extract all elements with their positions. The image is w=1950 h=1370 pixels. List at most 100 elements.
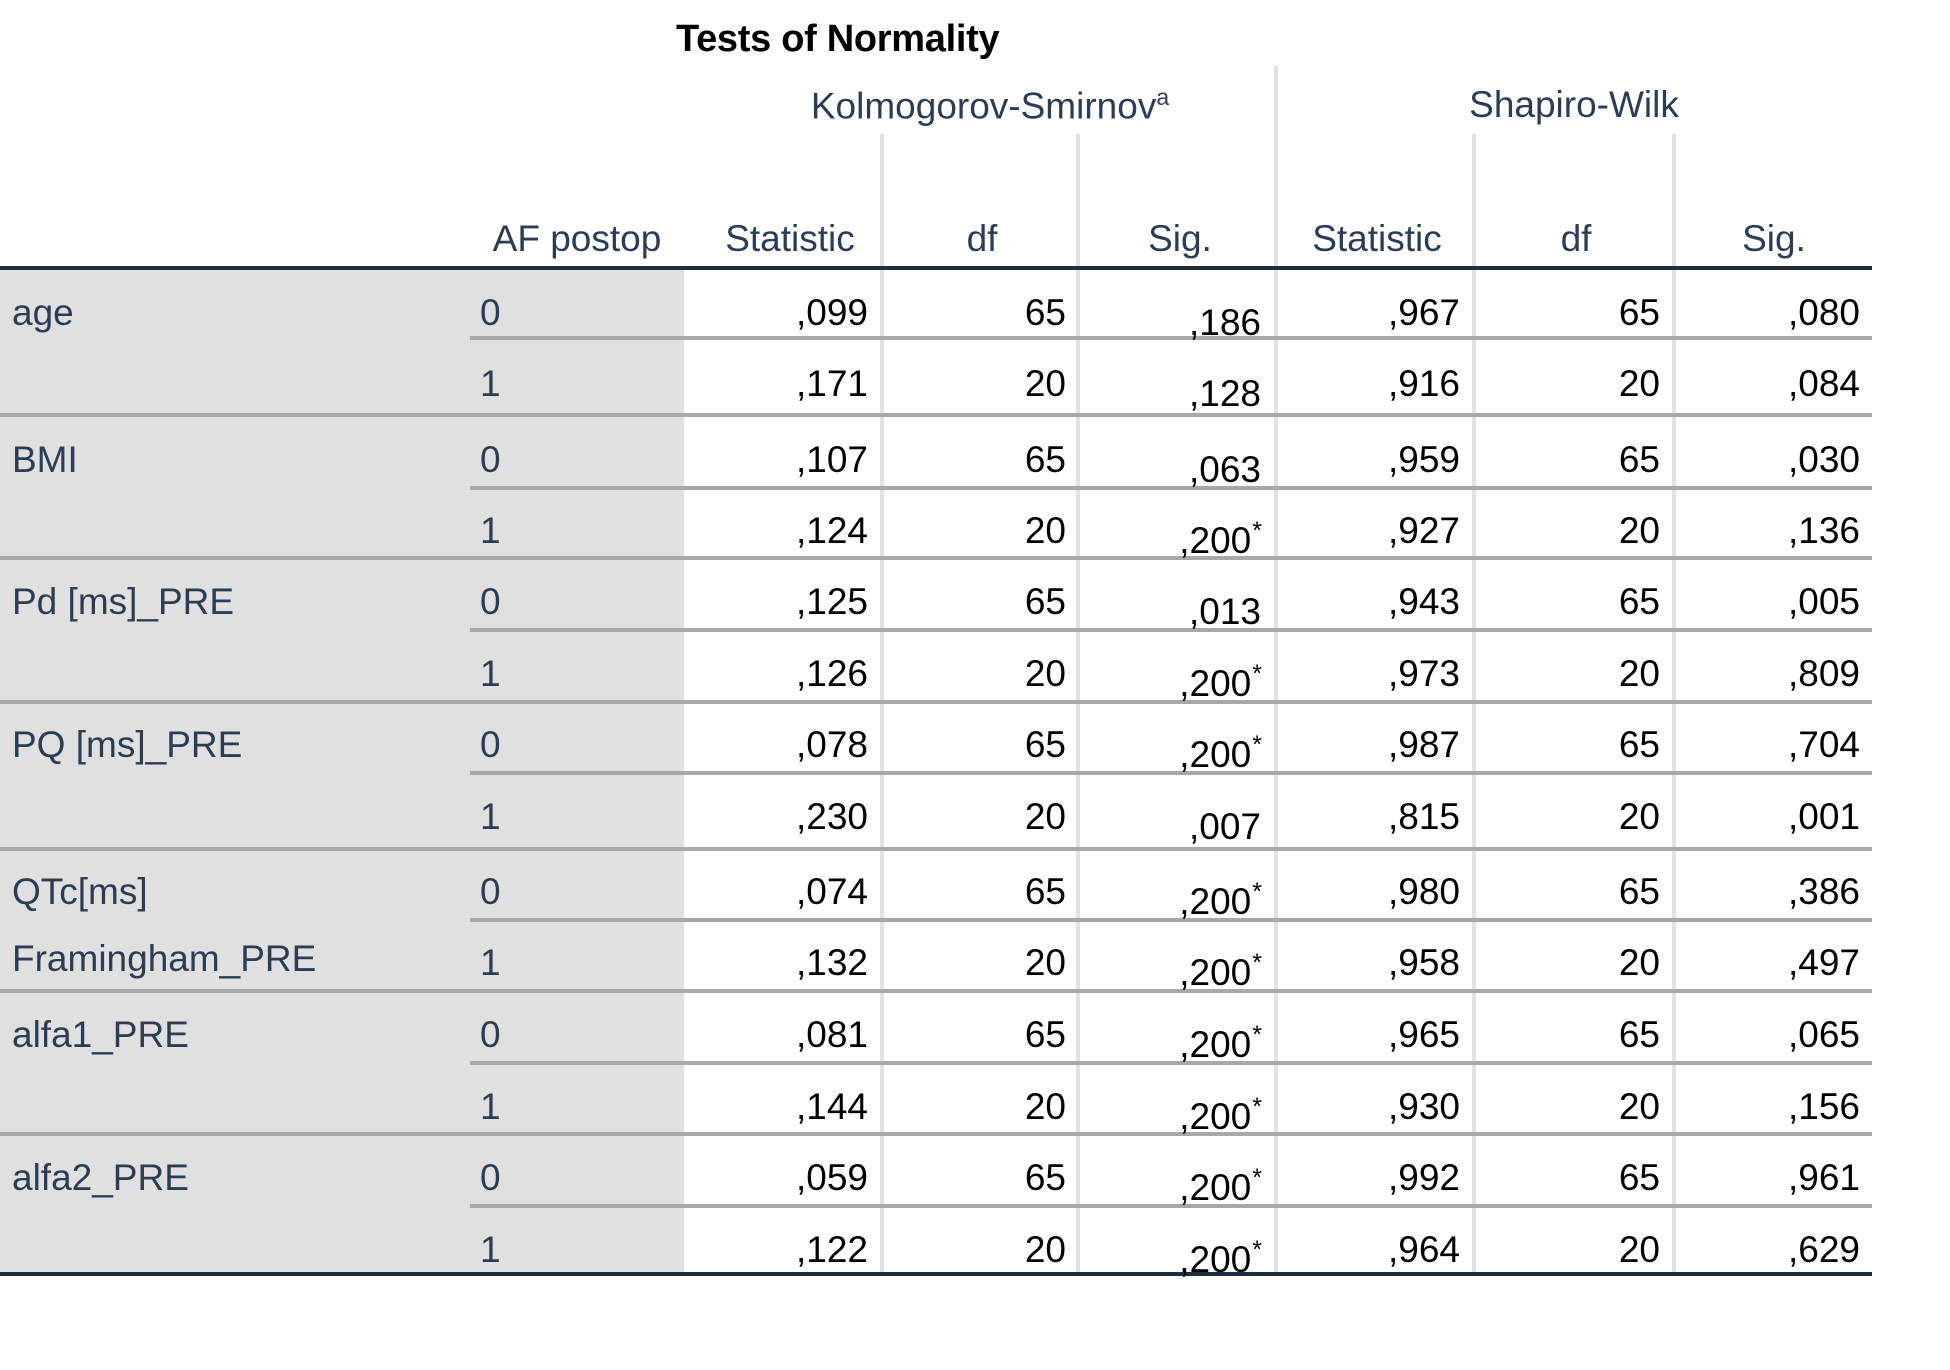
cell-sw-sig-value: ,080	[1787, 292, 1860, 333]
cell-sw-statistic-value: ,973	[1387, 653, 1460, 694]
group-header-sw-label: Shapiro-Wilk	[1469, 84, 1679, 125]
cell-sw-df-value: 20	[1618, 1086, 1660, 1127]
cell-ks-df: 20	[1025, 499, 1066, 563]
group-rule-1	[0, 413, 1872, 417]
cell-sw-df-value: 20	[1618, 510, 1660, 551]
cell-sw-sig-value: ,065	[1787, 1014, 1860, 1055]
cell-ks-sig: ,186	[1189, 281, 1262, 355]
cell-af-postop: 1	[480, 363, 501, 404]
cell-sw-df-value: 65	[1618, 724, 1660, 765]
cell-sw-sig-value: ,497	[1787, 942, 1860, 983]
cell-ks-df-value: 65	[1024, 1014, 1066, 1055]
cell-sw-df-value: 20	[1618, 653, 1660, 694]
cell-sw-sig: ,001	[1788, 785, 1860, 849]
cell-sw-sig-value: ,001	[1787, 796, 1860, 837]
cell-sw-statistic: ,815	[1388, 785, 1460, 849]
col-header-af-postop: AF postop	[492, 218, 662, 259]
row-label-background	[0, 269, 684, 1272]
cell-ks-df-value: 20	[1024, 653, 1066, 694]
cell-ks-statistic: ,081	[796, 1003, 868, 1067]
cell-ks-statistic: ,171	[796, 352, 868, 416]
cell-sw-df: 65	[1619, 281, 1660, 345]
cell-ks-sig-value: ,200	[1179, 952, 1252, 993]
cell-af-postop: 0	[480, 724, 501, 765]
cell-ks-sig: ,200*	[1179, 860, 1262, 934]
cell-ks-df-value: 20	[1024, 1229, 1066, 1270]
cell-af-postop: 1	[480, 796, 501, 837]
cell-sw-statistic: ,958	[1388, 931, 1460, 995]
cell-sw-sig: ,704	[1788, 713, 1860, 777]
cell-ks-statistic-value: ,144	[795, 1086, 868, 1127]
divider-sw-sig	[1672, 134, 1676, 1276]
cell-ks-sig-value: ,200	[1179, 1239, 1252, 1280]
cell-sw-statistic-value: ,964	[1387, 1229, 1460, 1270]
cell-sw-df: 20	[1619, 1218, 1660, 1282]
cell-sw-sig-value: ,156	[1787, 1086, 1860, 1127]
cell-ks-sig-value: ,200	[1179, 881, 1252, 922]
cell-sw-sig-value: ,030	[1787, 439, 1860, 480]
cell-ks-df-value: 65	[1024, 724, 1066, 765]
significance-footnote-marker: *	[1252, 949, 1262, 977]
col-header-sw-statistic: Statistic	[1312, 218, 1442, 259]
cell-ks-df: 20	[1025, 785, 1066, 849]
cell-ks-statistic: ,230	[796, 785, 868, 849]
cell-sw-statistic: ,965	[1388, 1003, 1460, 1067]
row-rule-2	[470, 486, 1872, 490]
col-header-ks-sig: Sig.	[1148, 218, 1212, 259]
cell-ks-sig-value: ,200	[1179, 520, 1252, 561]
cell-ks-statistic: ,132	[796, 931, 868, 995]
cell-ks-statistic-value: ,230	[795, 796, 868, 837]
cell-ks-df-value: 65	[1024, 581, 1066, 622]
cell-sw-df-value: 65	[1618, 871, 1660, 912]
cell-ks-df-value: 20	[1024, 942, 1066, 983]
significance-footnote-marker: *	[1252, 1236, 1262, 1264]
cell-ks-statistic: ,125	[796, 570, 868, 634]
cell-sw-sig: ,136	[1788, 499, 1860, 563]
cell-ks-df: 65	[1025, 713, 1066, 777]
cell-sw-df: 20	[1619, 785, 1660, 849]
cell-ks-sig-value: ,200	[1179, 1024, 1252, 1065]
cell-sw-statistic-value: ,930	[1387, 1086, 1460, 1127]
variable-label-age: age	[12, 292, 74, 333]
cell-sw-sig: ,030	[1788, 428, 1860, 492]
row-rule-4	[470, 771, 1872, 775]
cell-ks-sig-value: ,200	[1179, 734, 1252, 775]
cell-sw-sig: ,809	[1788, 642, 1860, 706]
cell-sw-statistic: ,943	[1388, 570, 1460, 634]
cell-sw-df-value: 20	[1618, 796, 1660, 837]
cell-sw-df-value: 20	[1618, 1229, 1660, 1270]
cell-sw-statistic-value: ,815	[1387, 796, 1460, 837]
cell-ks-df: 65	[1025, 281, 1066, 345]
table-bottom-rule	[0, 1272, 1872, 1276]
cell-af-postop: 0	[480, 292, 501, 333]
cell-sw-df: 65	[1619, 860, 1660, 924]
cell-ks-sig: ,200*	[1179, 1075, 1262, 1149]
cell-sw-df: 20	[1619, 931, 1660, 995]
cell-af-postop: 0	[480, 1014, 501, 1055]
cell-sw-statistic-value: ,992	[1387, 1157, 1460, 1198]
group-rule-3	[0, 700, 1872, 704]
header-bottom-rule	[0, 266, 1872, 270]
group-rule-4	[0, 847, 1872, 851]
cell-ks-statistic-value: ,124	[795, 510, 868, 551]
cell-af-postop: 1	[480, 1229, 501, 1270]
significance-footnote-marker: *	[1252, 517, 1262, 545]
significance-footnote-marker: *	[1252, 660, 1262, 688]
cell-sw-sig: ,065	[1788, 1003, 1860, 1067]
cell-sw-statistic-value: ,943	[1387, 581, 1460, 622]
cell-sw-statistic-value: ,958	[1387, 942, 1460, 983]
cell-ks-sig: ,200*	[1179, 1003, 1262, 1077]
cell-af-postop: 1	[480, 510, 501, 551]
cell-ks-sig: ,007	[1189, 785, 1262, 859]
cell-sw-statistic: ,973	[1388, 642, 1460, 706]
cell-ks-df: 20	[1025, 931, 1066, 995]
group-header-shapiro-wilk: Shapiro-Wilk	[1278, 84, 1870, 126]
cell-ks-df-value: 20	[1024, 510, 1066, 551]
cell-ks-statistic-value: ,107	[795, 439, 868, 480]
cell-sw-df: 20	[1619, 642, 1660, 706]
variable-label-pd: Pd [ms]_PRE	[12, 581, 235, 622]
cell-ks-sig-value: ,200	[1179, 663, 1252, 704]
cell-sw-df: 65	[1619, 428, 1660, 492]
row-rule-5	[470, 918, 1872, 922]
cell-sw-statistic-value: ,959	[1387, 439, 1460, 480]
